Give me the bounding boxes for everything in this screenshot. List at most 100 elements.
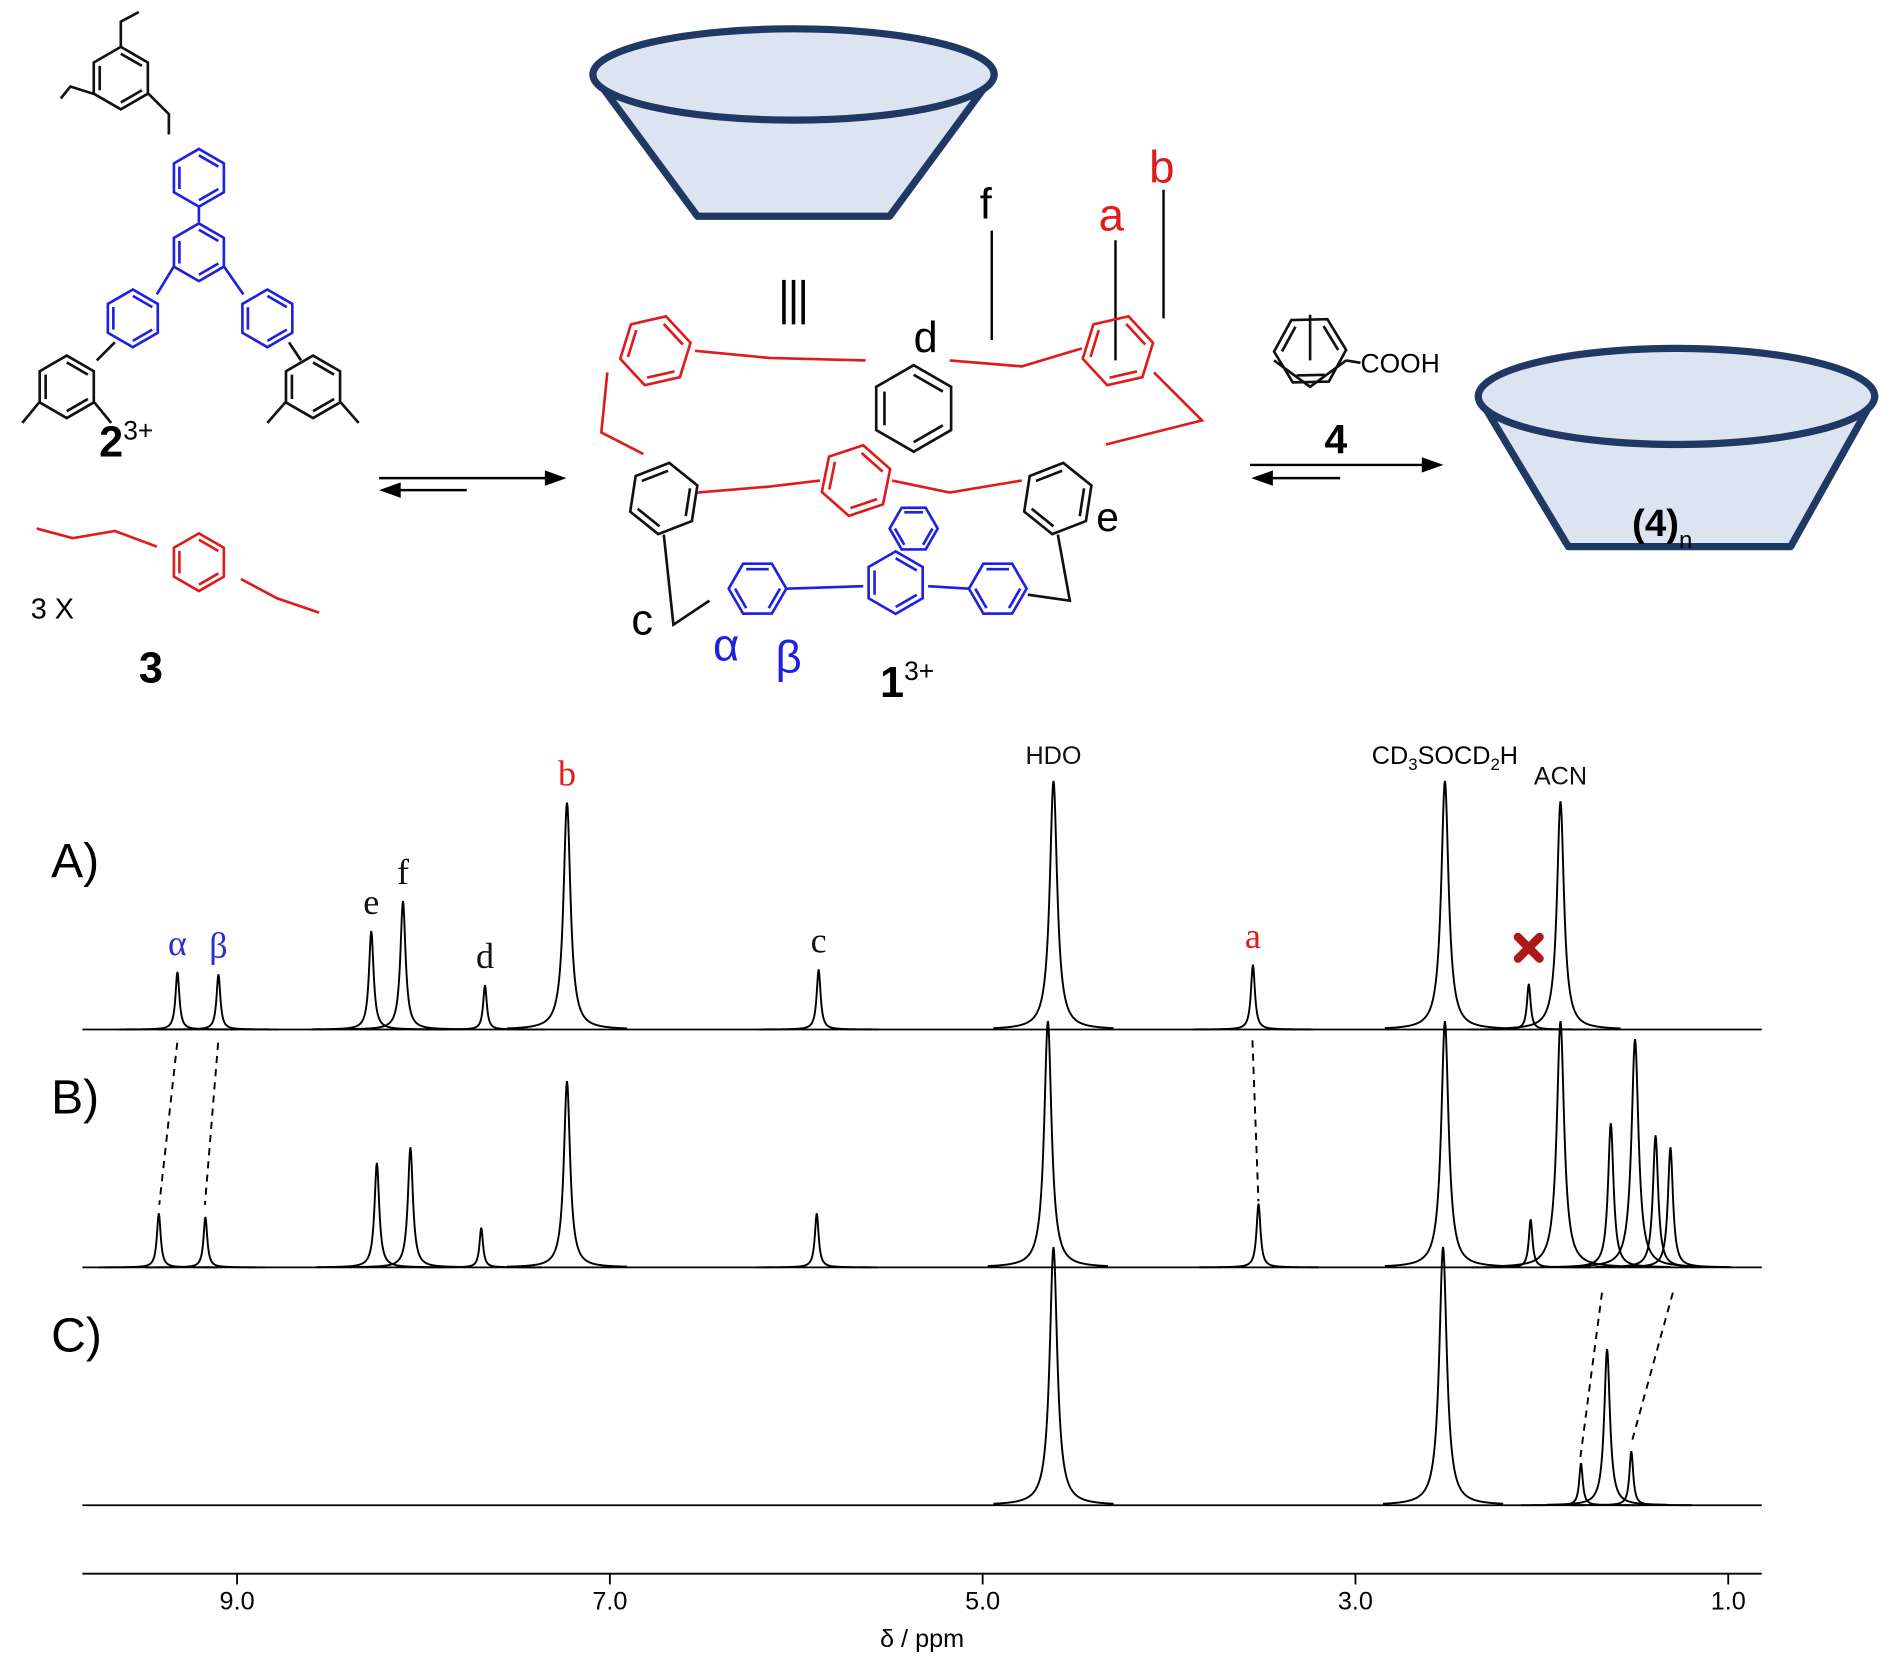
bond bbox=[1345, 359, 1361, 365]
scheme: 23+ 3 X 3 13+ COOH 4 (4)n d f a b e c α … bbox=[21, 10, 1879, 707]
double-bond bbox=[1280, 326, 1297, 353]
x-tick-label: 7.0 bbox=[592, 1588, 627, 1616]
compound-label: 13+ bbox=[880, 656, 934, 707]
nmr-peak bbox=[1500, 801, 1621, 1030]
double-bond bbox=[767, 587, 782, 609]
bond bbox=[59, 84, 94, 100]
solvent-label: CD3SOCD2H bbox=[1372, 742, 1518, 774]
nmr-peak bbox=[145, 1216, 266, 1269]
nmr-peak bbox=[1574, 1038, 1696, 1268]
equilibrium-arrows bbox=[379, 457, 1444, 498]
binding-symbol bbox=[782, 279, 805, 325]
nmr-peak bbox=[1382, 1246, 1504, 1505]
bond bbox=[1027, 534, 1072, 603]
trace-label: C) bbox=[51, 1309, 102, 1362]
bond bbox=[95, 341, 116, 362]
bond bbox=[119, 10, 140, 47]
proton-label: f bbox=[980, 181, 993, 229]
double-bond bbox=[132, 294, 153, 309]
double-bond bbox=[913, 373, 944, 393]
double-bond bbox=[894, 557, 918, 572]
double-bond bbox=[921, 527, 934, 546]
stoichiometry: 3 X bbox=[31, 594, 74, 626]
nmr-peak bbox=[1550, 1123, 1671, 1268]
nmr-peak bbox=[1192, 964, 1313, 1031]
bond bbox=[928, 584, 970, 590]
solvent-label-part: 3 bbox=[1408, 755, 1417, 774]
double-bond bbox=[198, 572, 220, 586]
double-bond bbox=[913, 424, 944, 444]
compound-label: 4 bbox=[1325, 416, 1348, 462]
nmr-peak bbox=[758, 969, 879, 1031]
double-bond bbox=[266, 294, 288, 309]
double-bond bbox=[198, 187, 220, 202]
solvent-label-part: 2 bbox=[1490, 755, 1499, 774]
nmr-peak bbox=[1520, 1462, 1642, 1507]
ring bbox=[888, 506, 940, 551]
peak-label: c bbox=[811, 921, 827, 961]
peak-label: ACN bbox=[1534, 762, 1587, 790]
nmr-peak bbox=[117, 971, 238, 1031]
peak-label: f bbox=[397, 852, 409, 892]
double-bond bbox=[66, 397, 89, 413]
nmr-peak bbox=[1571, 1451, 1692, 1507]
ring bbox=[1081, 314, 1155, 387]
proton-label: a bbox=[1099, 190, 1125, 241]
nmr-peak bbox=[98, 1213, 219, 1269]
ring bbox=[284, 354, 342, 420]
nmr-spectra: 9.0 7.0 5.0 3.0 1.0 δ / ppm A) α β ef d b c HDO a ACN CD… bbox=[51, 742, 1762, 1653]
bond bbox=[1105, 371, 1205, 446]
correlation-lines bbox=[158, 1040, 1674, 1458]
double-bond bbox=[1078, 488, 1086, 517]
double-bond bbox=[198, 154, 220, 168]
double-bond bbox=[974, 587, 988, 609]
nmr-peak bbox=[1384, 1020, 1506, 1268]
trace-label: A) bbox=[51, 835, 99, 888]
double-bond bbox=[1125, 323, 1147, 346]
inclusion-text: (4) bbox=[1632, 502, 1679, 545]
double-bond bbox=[66, 361, 89, 376]
bond bbox=[155, 266, 175, 296]
proton-label: c bbox=[631, 596, 653, 644]
double-bond bbox=[662, 323, 684, 346]
nmr-peak bbox=[316, 1162, 437, 1269]
compound-label: 3 bbox=[139, 644, 163, 692]
ring bbox=[867, 549, 925, 616]
bond bbox=[36, 527, 158, 548]
inclusion-subscript: n bbox=[1679, 527, 1692, 554]
nmr-peak bbox=[1610, 1147, 1731, 1269]
bond bbox=[287, 341, 303, 362]
solvent-label-part: CD bbox=[1372, 742, 1408, 770]
nmr-peak bbox=[1470, 1219, 1591, 1269]
nmr-peak bbox=[506, 1081, 628, 1268]
proton-label: e bbox=[1096, 494, 1119, 540]
impurity-mark bbox=[1513, 932, 1544, 963]
bond bbox=[694, 349, 866, 362]
double-bond bbox=[626, 329, 638, 358]
peak-label: α bbox=[168, 923, 187, 963]
peak-label: a bbox=[1245, 916, 1261, 956]
proton-label: α bbox=[713, 620, 739, 671]
double-bond bbox=[733, 587, 748, 609]
ring bbox=[172, 147, 226, 209]
nmr-peak bbox=[1500, 1020, 1621, 1268]
double-bond bbox=[1089, 329, 1101, 358]
compound-charge: 3+ bbox=[123, 416, 153, 446]
proton-label: b bbox=[1149, 142, 1174, 193]
ring bbox=[874, 363, 953, 454]
x-tick-label: 3.0 bbox=[1338, 1588, 1373, 1616]
peak-label: b bbox=[558, 754, 576, 794]
double-bond bbox=[636, 507, 661, 528]
double-bond bbox=[850, 497, 878, 510]
peak-label: β bbox=[209, 925, 227, 965]
bond bbox=[223, 265, 245, 296]
nmr-peak bbox=[1546, 1348, 1668, 1506]
x-tick-label: 9.0 bbox=[220, 1588, 255, 1616]
ring bbox=[628, 461, 699, 536]
bond bbox=[147, 92, 171, 135]
proton-label: β bbox=[776, 632, 802, 683]
nmr-peak bbox=[506, 802, 628, 1030]
bond bbox=[786, 584, 864, 590]
double-bond bbox=[198, 228, 220, 243]
molecular-structures bbox=[21, 10, 1361, 627]
